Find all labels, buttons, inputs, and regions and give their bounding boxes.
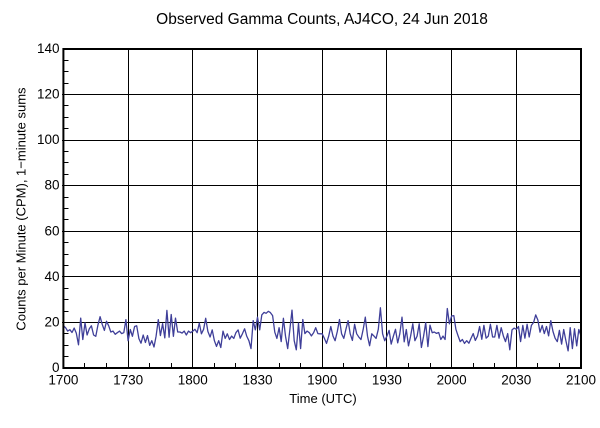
svg-text:Counts per Minute (CPM), 1−min: Counts per Minute (CPM), 1−minute sums [13, 87, 28, 331]
svg-text:60: 60 [44, 223, 59, 238]
svg-text:140: 140 [37, 41, 60, 56]
svg-text:Observed Gamma Counts, AJ4CO,: Observed Gamma Counts, AJ4CO, 24 Jun 201… [156, 11, 488, 28]
svg-text:2000: 2000 [437, 373, 467, 388]
svg-text:1930: 1930 [372, 373, 402, 388]
svg-text:1830: 1830 [242, 373, 272, 388]
svg-text:120: 120 [37, 87, 60, 102]
svg-text:2100: 2100 [566, 373, 596, 388]
svg-text:2030: 2030 [501, 373, 531, 388]
svg-text:40: 40 [44, 269, 59, 284]
svg-text:1800: 1800 [178, 373, 208, 388]
svg-text:80: 80 [44, 178, 59, 193]
svg-text:0: 0 [52, 360, 60, 375]
svg-text:1900: 1900 [307, 373, 337, 388]
svg-text:1700: 1700 [48, 373, 78, 388]
svg-text:20: 20 [44, 314, 59, 329]
svg-text:100: 100 [37, 132, 60, 147]
svg-text:Time (UTC): Time (UTC) [289, 391, 356, 406]
svg-text:1730: 1730 [113, 373, 143, 388]
